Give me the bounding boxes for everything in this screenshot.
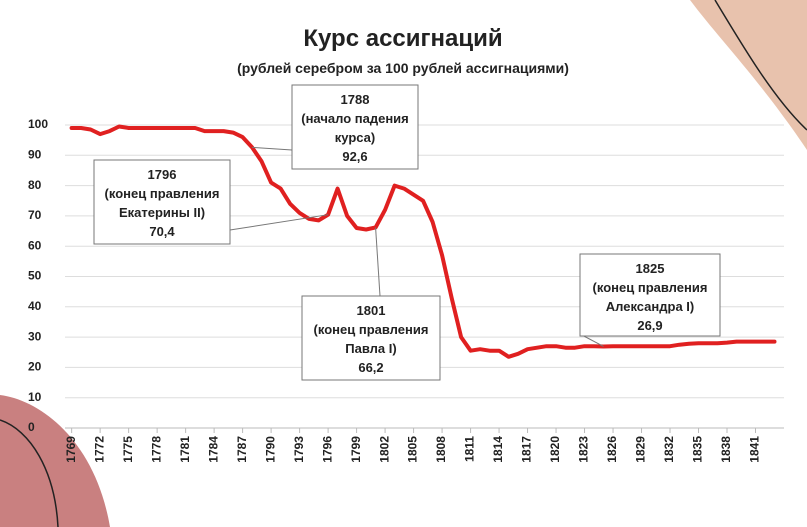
decor-blob bbox=[690, 0, 807, 150]
x-tick-label: 1790 bbox=[263, 436, 277, 463]
y-tick-label: 70 bbox=[28, 208, 42, 222]
y-tick-label: 20 bbox=[28, 360, 42, 374]
decor-line bbox=[714, 0, 807, 131]
x-tick-label: 1841 bbox=[748, 436, 762, 463]
x-tick-label: 1772 bbox=[92, 436, 106, 463]
x-tick-label: 1838 bbox=[719, 436, 733, 463]
annotation-text: Александра I) bbox=[606, 299, 695, 314]
callout-line bbox=[229, 214, 329, 231]
y-tick-label: 80 bbox=[28, 178, 42, 192]
annotation-text: (начало падения bbox=[301, 111, 409, 126]
annotation-box bbox=[291, 84, 419, 170]
annotation-text: Екатерины II) bbox=[119, 205, 205, 220]
x-tick-label: 1799 bbox=[349, 436, 363, 463]
x-tick-label: 1796 bbox=[320, 436, 334, 463]
x-tick-label: 1769 bbox=[64, 436, 78, 463]
annotation-text: (конец правления bbox=[593, 280, 708, 295]
y-tick-label: 60 bbox=[28, 238, 42, 252]
annotation-text: 1801 bbox=[357, 303, 386, 318]
x-tick-label: 1781 bbox=[178, 436, 192, 463]
x-tick-label: 1775 bbox=[121, 436, 135, 463]
x-tick-label: 1829 bbox=[634, 436, 648, 463]
annotation-text: 66,2 bbox=[358, 360, 383, 375]
x-tick-label: 1820 bbox=[548, 436, 562, 463]
y-tick-label: 0 bbox=[28, 420, 35, 434]
x-tick-label: 1823 bbox=[577, 436, 591, 463]
annotation-text: 1825 bbox=[636, 261, 665, 276]
annotation-box bbox=[93, 159, 231, 245]
x-tick-label: 1811 bbox=[463, 436, 477, 462]
x-tick-label: 1787 bbox=[235, 436, 249, 463]
annotation-box bbox=[301, 295, 441, 381]
chart-title: Курс ассигнаций bbox=[303, 25, 502, 52]
annotation-text: 1796 bbox=[148, 167, 177, 182]
annotation-box bbox=[579, 253, 721, 337]
x-tick-label: 1832 bbox=[662, 436, 676, 463]
x-tick-label: 1814 bbox=[491, 436, 505, 463]
annotation-text: 26,9 bbox=[637, 318, 662, 333]
x-tick-label: 1808 bbox=[434, 436, 448, 463]
annotation-text: Павла I) bbox=[345, 341, 396, 356]
line-series bbox=[69, 124, 777, 359]
annotation-text: 70,4 bbox=[149, 224, 175, 239]
annotation-text: (конец правления bbox=[314, 322, 429, 337]
y-tick-label: 100 bbox=[28, 117, 48, 131]
x-tick-label: 1778 bbox=[149, 436, 163, 463]
decor-line bbox=[0, 419, 59, 527]
callout-line bbox=[375, 227, 381, 297]
y-tick-label: 30 bbox=[28, 329, 42, 343]
x-tick-label: 1826 bbox=[605, 436, 619, 463]
chart-subtitle: (рублей серебром за 100 рублей ассигнаци… bbox=[237, 60, 569, 76]
x-tick-label: 1793 bbox=[292, 436, 306, 463]
x-tick-label: 1817 bbox=[520, 436, 534, 463]
x-tick-label: 1835 bbox=[691, 436, 705, 463]
callout-line bbox=[252, 146, 293, 151]
x-tick-label: 1805 bbox=[406, 436, 420, 463]
annotation-text: 1788 bbox=[341, 92, 370, 107]
annotation-text: курса) bbox=[335, 130, 375, 145]
x-tick-label: 1784 bbox=[206, 436, 220, 463]
y-tick-label: 90 bbox=[28, 147, 42, 161]
y-tick-label: 50 bbox=[28, 269, 42, 283]
annotation-text: 92,6 bbox=[342, 149, 367, 164]
decor-blob bbox=[0, 395, 110, 527]
annotation-text: (конец правления bbox=[105, 186, 220, 201]
x-tick-label: 1802 bbox=[377, 436, 391, 463]
y-tick-label: 40 bbox=[28, 299, 42, 313]
y-tick-label: 10 bbox=[28, 390, 42, 404]
